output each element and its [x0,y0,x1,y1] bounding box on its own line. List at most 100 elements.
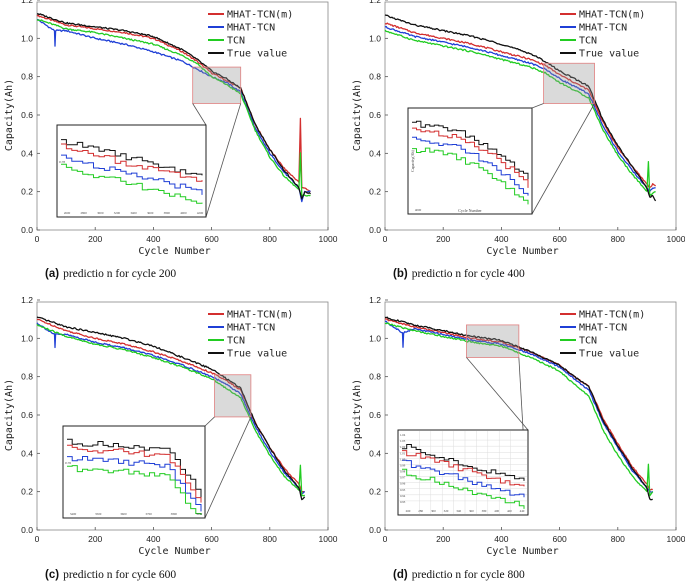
x-tick-label: 0 [35,234,40,244]
chart-panel-3: 0.0 0.2 0.4 0.6 0.8 1.0 1.2 0 200 400 600 800 1000 Cy… [4,295,338,581]
legend-label-4: True value [579,349,639,360]
y-tick-label: 0.6 [369,110,381,120]
inset-y-axis-label: Capacity(Ah) [410,149,415,171]
inset-x-tick-label: 2600 [64,211,71,215]
y-tick-label: 0.0 [369,525,381,535]
y-axis-label: Capacity(Ah) [352,379,363,451]
y-tick-label: 1.2 [21,0,33,5]
series-line-3 [36,19,311,197]
caption-letter: (b) [393,268,408,280]
zoom-connector [531,103,544,109]
inset-series-4 [412,120,529,180]
inset-y-tick-label: 0.78 [59,160,65,164]
caption-text: predictio n for cycle 600 [63,569,176,581]
inset-x-tick-label: 3600 [147,211,154,215]
y-axis-label: Capacity(Ah) [352,79,363,151]
legend-label-1: MHAT-TCN(m) [227,10,293,21]
x-tick-label: 200 [88,234,102,244]
inset-frame [397,429,529,516]
series-line-4 [36,316,306,501]
series-line-3 [384,29,656,197]
zoom-region [466,324,520,358]
panel-caption: (c) predictio n for cycle 600 [45,569,176,581]
series-line-1 [384,318,654,491]
series-line-2 [36,18,311,203]
legend-label-4: True value [227,349,287,360]
x-axis-label: Cycle Number [486,246,558,257]
inset-series-3 [61,163,203,204]
y-axis-label: Capacity(Ah) [4,379,15,451]
legend-label-1: MHAT-TCN(m) [579,310,645,321]
inset-x-tick-label: 360 [469,509,474,513]
inset-x-tick-label: 420 [507,509,512,513]
inset-y-tick-label: 1.03 [400,439,406,443]
y-tick-label: 0.8 [21,372,33,382]
caption-text: predictio n for cycle 200 [63,268,176,280]
chart-panel-4: 0.0 0.2 0.4 0.6 0.8 1.0 1.2 0 200 400 600 800 1000 Cy… [352,295,685,581]
zoom-region [543,62,595,104]
inset-y-tick-label: 1.02 [400,445,406,449]
x-tick-label: 200 [436,234,450,244]
x-tick-label: 400 [494,534,508,544]
caption-letter: (d) [393,569,408,581]
inset-x-axis-label: Cycle Number [458,208,482,213]
y-tick-label: 0.4 [21,448,33,458]
legend-label-3: TCN [227,336,245,347]
x-tick-label: 600 [553,234,567,244]
inset-x-tick-label: 3200 [114,211,121,215]
legend-label-3: TCN [227,36,245,47]
inset-series-4 [402,444,525,481]
inset-x-tick-label: 400 [494,509,499,513]
y-tick-label: 0.6 [21,110,33,120]
x-tick-label: 400 [146,234,160,244]
inset-x-tick-label: 260 [406,509,411,513]
inset-y-tick-label: 1.00 [400,457,406,461]
y-tick-label: 0.2 [21,187,33,197]
legend-label-4: True value [227,49,287,60]
y-tick-label: 0.0 [21,525,33,535]
y-tick-label: 1.0 [21,33,33,43]
legend-label-2: MHAT-TCN [579,23,627,34]
x-tick-label: 800 [611,534,625,544]
zoom-region [214,374,252,418]
inset-x-tick-label: 340 [456,509,461,513]
x-tick-label: 600 [205,534,219,544]
legend-label-2: MHAT-TCN [227,323,275,334]
x-tick-label: 0 [383,234,388,244]
inset-frame [407,107,533,215]
inset-series-1 [412,127,529,188]
chart-panel-1: 0.0 0.2 0.4 0.6 0.8 1.0 1.2 0 200 400 600 800 1000 Cy… [4,0,338,280]
series-line-3 [36,323,306,497]
y-tick-label: 0.0 [369,225,381,235]
series-line-4 [36,13,311,200]
inset-x-tick-label: 380 [482,509,487,513]
series-line-1 [384,22,657,188]
x-tick-label: 800 [263,234,277,244]
inset-x-tick-label: 4000 [180,211,187,215]
inset-y-tick-label: 0.95 [400,488,406,492]
caption-text: predictio n for cycle 800 [412,569,525,581]
x-tick-label: 1000 [319,534,338,544]
y-tick-label: 1.0 [369,333,381,343]
y-tick-label: 0.2 [369,487,381,497]
chart-panel-2: 0.0 0.2 0.4 0.6 0.8 1.0 1.2 0 200 400 600 800 1000 Cy… [352,0,685,280]
x-tick-label: 400 [146,534,160,544]
y-tick-label: 0.0 [21,225,33,235]
inset-y-tick-label: 0.93 [400,500,406,504]
y-tick-label: 1.0 [21,333,33,343]
x-tick-label: 800 [611,234,625,244]
zoom-connector [531,103,595,215]
series-line-2 [384,25,656,192]
y-tick-label: 0.4 [369,148,381,158]
x-tick-label: 600 [553,534,567,544]
inset-series-1 [61,143,203,182]
y-tick-label: 0.6 [21,410,33,420]
inset-series-2 [412,136,529,196]
x-tick-label: 600 [205,234,219,244]
inset-x-tick-label: 3800 [164,211,171,215]
inset-series-3 [412,147,529,205]
y-tick-label: 1.2 [21,295,33,305]
legend-label-3: TCN [579,336,597,347]
series-line-2 [384,320,654,493]
